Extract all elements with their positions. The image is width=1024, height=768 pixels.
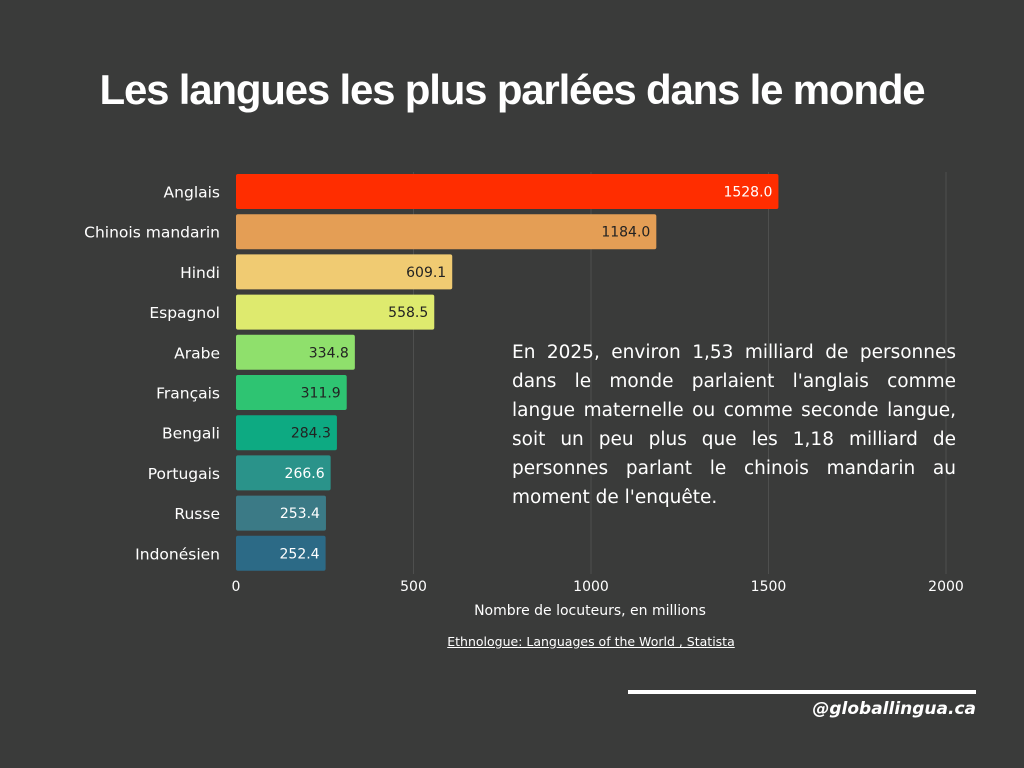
bar-value-label: 311.9 <box>301 386 341 402</box>
bar-value-label: 253.4 <box>280 506 320 522</box>
category-label: Arabe <box>174 344 220 362</box>
category-label: Français <box>156 385 220 403</box>
bar-value-label: 558.5 <box>388 305 428 321</box>
bar-value-label: 266.6 <box>285 466 325 482</box>
category-label: Indonésien <box>135 545 220 563</box>
bar-espagnol <box>236 294 435 330</box>
x-tick-label: 0 <box>232 579 241 595</box>
bar-value-label: 252.4 <box>280 546 320 562</box>
bar-arabe <box>236 334 355 370</box>
bar-value-label: 1184.0 <box>601 225 650 241</box>
category-label: Chinois mandarin <box>84 224 220 242</box>
summary-note: En 2025, environ 1,53 milliard de person… <box>512 342 956 508</box>
divider-line <box>628 690 976 694</box>
category-label: Bengali <box>162 425 220 443</box>
bar-value-label: 609.1 <box>406 265 446 281</box>
bar-français <box>236 375 347 410</box>
bar-anglais <box>236 174 779 209</box>
category-label: Espagnol <box>149 304 220 322</box>
category-label: Portugais <box>148 465 220 483</box>
bar-chinois-mandarin <box>236 214 657 250</box>
category-label: Anglais <box>164 184 220 202</box>
bar-value-label: 284.3 <box>291 426 331 442</box>
bar-russe <box>236 495 326 531</box>
bar-portugais <box>236 455 331 491</box>
source-link[interactable]: Ethnologue: Languages of the World , Sta… <box>447 634 735 649</box>
x-tick-label: 500 <box>400 579 427 595</box>
category-label: Russe <box>174 505 220 523</box>
bar-indonésien <box>236 535 326 571</box>
bar-hindi <box>236 254 453 290</box>
chart-title: Les langues les plus parlées dans le mon… <box>99 66 926 113</box>
bar-value-label: 1528.0 <box>723 185 772 201</box>
x-tick-label: 2000 <box>928 579 964 595</box>
x-axis-label: Nombre de locuteurs, en millions <box>474 603 706 619</box>
brand-handle: @globallingua.ca <box>812 699 976 719</box>
x-tick-labels: 0 500 1000 1500 2000 <box>232 579 964 595</box>
x-tick-label: 1000 <box>573 579 609 595</box>
x-tick-label: 1500 <box>751 579 787 595</box>
category-labels: Anglais Chinois mandarin Hindi Espagnol Arab… <box>84 184 220 564</box>
bar-value-label: 334.8 <box>309 345 349 361</box>
category-label: Hindi <box>180 264 220 282</box>
bars: 1528.0 1184.0 609.1 558.5 334.8 311.9 284.3 266… <box>236 174 779 571</box>
bar-bengali <box>236 415 337 451</box>
